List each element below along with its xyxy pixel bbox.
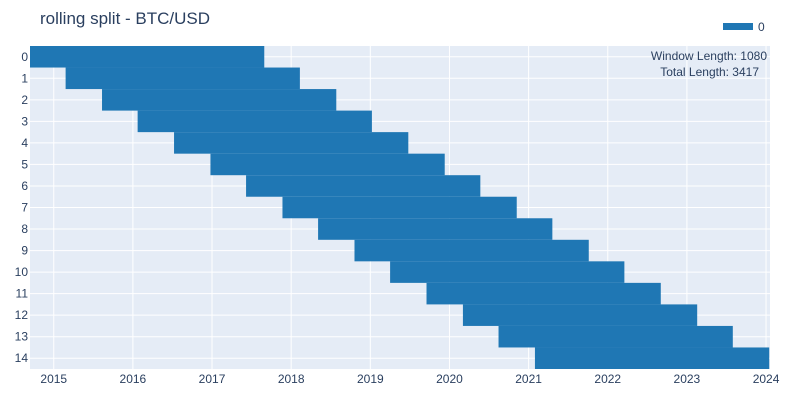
x-tick-label: 2022 (594, 372, 621, 386)
bar-split-13[interactable] (498, 325, 733, 348)
bar-split-10[interactable] (390, 261, 625, 283)
y-tick-label: 2 (21, 93, 28, 107)
y-tick-label: 10 (15, 265, 29, 279)
y-tick-label: 9 (21, 244, 28, 258)
x-axis-ticks: 2015 2016 2017 2018 2019 2020 2021 2022 2023 2024 (40, 372, 779, 386)
y-tick-label: 4 (21, 136, 28, 150)
bar-split-14[interactable] (534, 347, 770, 369)
y-tick-label: 8 (21, 222, 28, 236)
y-tick-label: 7 (21, 201, 28, 215)
x-tick-label: 2021 (515, 372, 542, 386)
x-tick-label: 2017 (199, 372, 226, 386)
y-tick-label: 1 (21, 71, 28, 85)
x-tick-label: 2020 (436, 372, 463, 386)
bar-split-3[interactable] (137, 110, 372, 133)
y-tick-label: 3 (21, 114, 28, 128)
legend-label[interactable]: 0 (758, 20, 765, 34)
legend[interactable]: 0 (723, 20, 765, 34)
chart-title: rolling split - BTC/USD (40, 9, 210, 28)
bar-split-2[interactable] (102, 89, 337, 111)
x-tick-label: 2024 (753, 372, 780, 386)
y-tick-label: 13 (15, 330, 29, 344)
x-tick-label: 2019 (357, 372, 384, 386)
x-tick-label: 2023 (674, 372, 701, 386)
y-tick-label: 5 (21, 157, 28, 171)
y-tick-label: 6 (21, 179, 28, 193)
x-tick-label: 2018 (278, 372, 305, 386)
legend-swatch[interactable] (723, 23, 753, 30)
bar-split-7[interactable] (282, 196, 517, 219)
total-length-annotation: Total Length: 3417 (660, 65, 759, 79)
y-tick-label: 14 (15, 351, 29, 365)
bar-split-12[interactable] (462, 304, 698, 326)
x-tick-label: 2016 (120, 372, 147, 386)
bars (30, 46, 770, 369)
bar-split-6[interactable] (246, 175, 481, 197)
bar-split-8[interactable] (318, 218, 553, 240)
window-length-annotation: Window Length: 1080 (651, 49, 767, 63)
bar-split-5[interactable] (210, 153, 445, 176)
bar-split-1[interactable] (65, 67, 300, 90)
bar-split-0[interactable] (30, 46, 265, 68)
y-tick-label: 11 (16, 287, 29, 301)
bar-split-4[interactable] (174, 132, 409, 154)
bar-split-9[interactable] (354, 239, 589, 262)
y-tick-label: 0 (21, 50, 28, 64)
bar-split-11[interactable] (426, 282, 661, 305)
y-tick-label: 12 (15, 308, 29, 322)
x-tick-label: 2015 (40, 372, 67, 386)
